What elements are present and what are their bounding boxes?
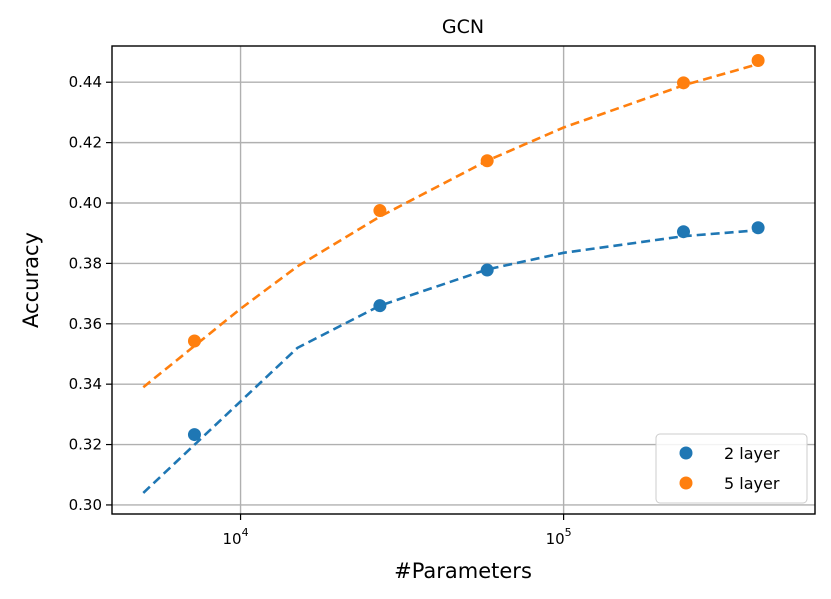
y-tick-label-5: 0.40 xyxy=(69,194,102,212)
y-tick-label-6: 0.42 xyxy=(69,134,102,152)
legend-box xyxy=(655,433,808,504)
grid-lines xyxy=(112,46,815,514)
point-series-0-1 xyxy=(373,299,387,313)
point-series-1-2 xyxy=(480,154,494,168)
point-series-0-4 xyxy=(751,221,765,235)
data-points xyxy=(187,53,765,442)
fit-line-series-1 xyxy=(142,62,759,389)
y-tick-label-2: 0.34 xyxy=(69,375,102,393)
fit-lines xyxy=(142,62,759,494)
point-series-1-0 xyxy=(187,334,201,348)
point-series-0-0 xyxy=(187,428,201,442)
legend-marker-1 xyxy=(679,476,693,490)
y-tick-label-1: 0.32 xyxy=(69,436,102,454)
legend-label-0: 2 layer xyxy=(724,444,780,463)
y-tick-label-4: 0.38 xyxy=(69,254,102,272)
x-tick-label-1: 105 xyxy=(546,526,572,548)
point-series-1-4 xyxy=(751,53,765,67)
x-axis-ticks: 104 105 xyxy=(223,514,572,548)
legend-label-1: 5 layer xyxy=(724,474,780,493)
point-series-0-2 xyxy=(480,263,494,277)
point-series-1-3 xyxy=(676,76,690,90)
legend: 2 layer 5 layer xyxy=(655,433,808,504)
point-series-1-1 xyxy=(373,204,387,218)
legend-marker-0 xyxy=(679,446,693,460)
y-axis-ticks: 0.30 0.32 0.34 0.36 0.38 0.40 0.42 0.44 xyxy=(69,73,112,514)
chart-title: GCN xyxy=(442,16,484,38)
y-tick-label-7: 0.44 xyxy=(69,73,102,91)
y-axis-title: Accuracy xyxy=(19,232,43,328)
y-tick-label-0: 0.30 xyxy=(69,496,102,514)
x-tick-label-0: 104 xyxy=(223,526,249,548)
plot-frame xyxy=(111,45,816,515)
y-tick-label-3: 0.36 xyxy=(69,315,102,333)
x-axis-title: #Parameters xyxy=(394,559,532,583)
point-series-0-3 xyxy=(676,225,690,239)
